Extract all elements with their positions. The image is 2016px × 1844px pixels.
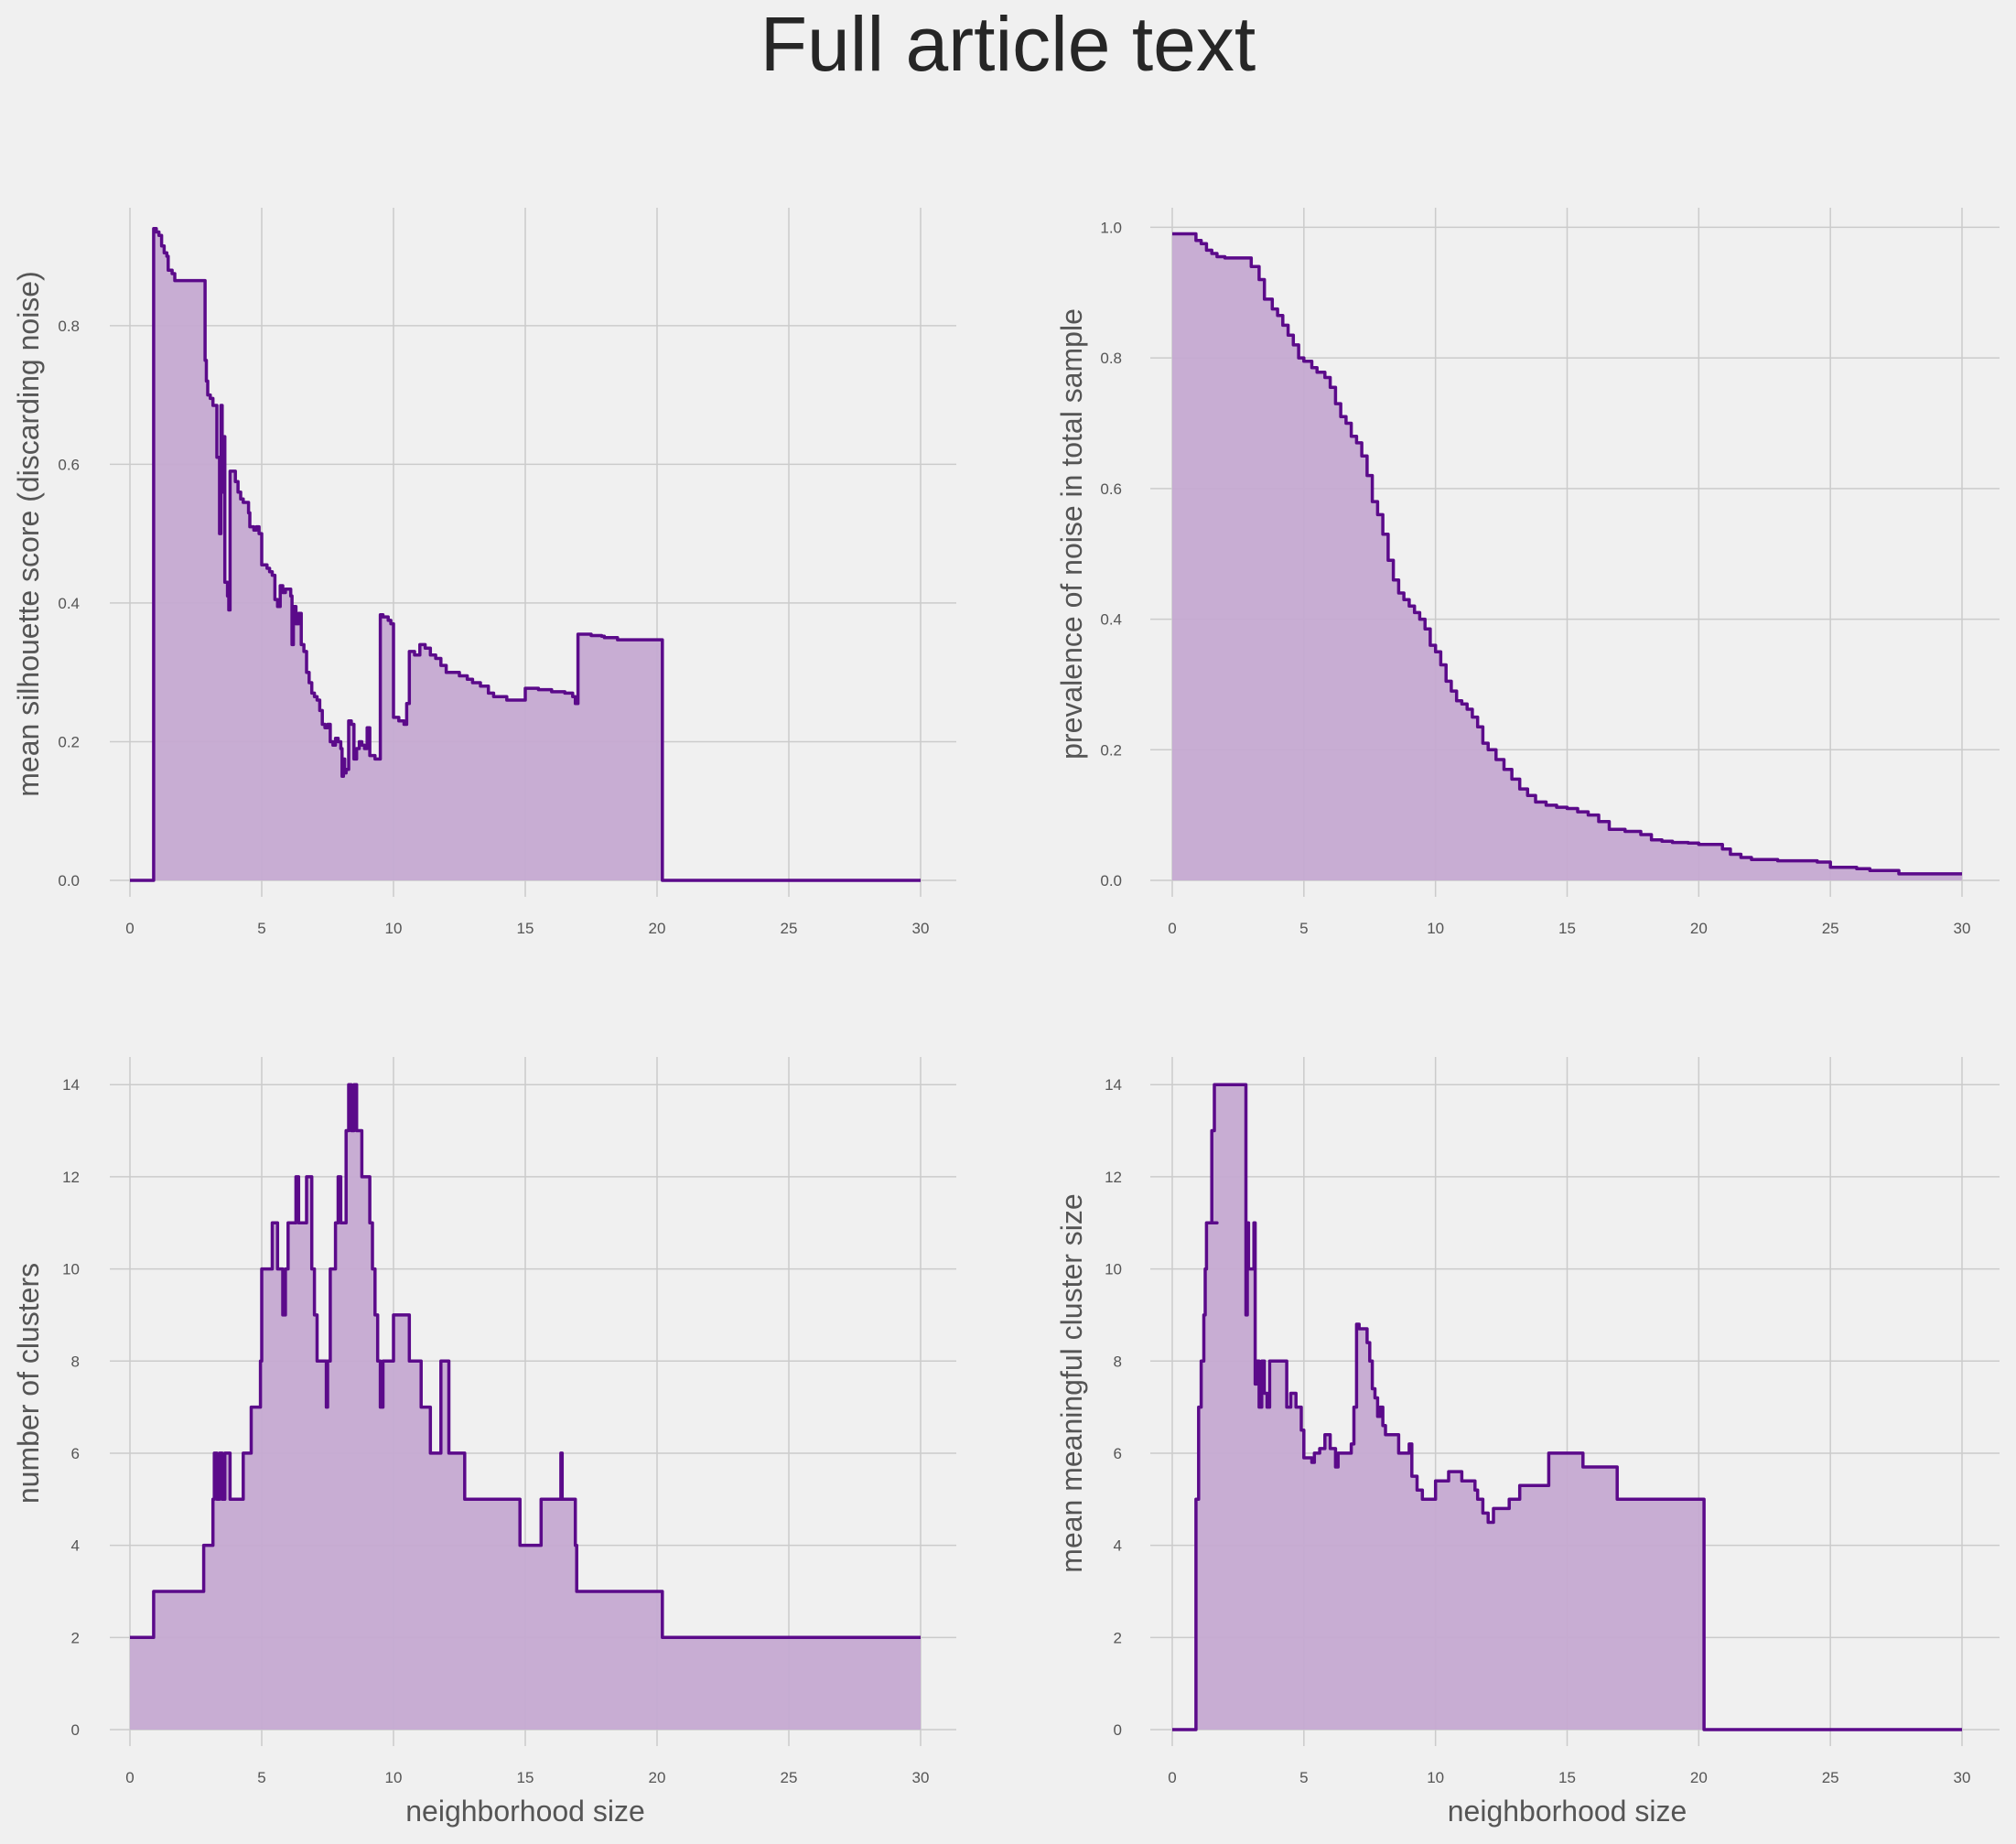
x-tick-label: 15 bbox=[517, 920, 534, 937]
y-tick-label: 12 bbox=[1105, 1169, 1122, 1186]
y-tick-label: 4 bbox=[1114, 1537, 1122, 1555]
series-area-fill bbox=[1172, 233, 1962, 880]
y-tick-label: 6 bbox=[1114, 1445, 1122, 1462]
x-tick-label: 5 bbox=[257, 1769, 265, 1786]
y-tick-label: 0.8 bbox=[58, 318, 80, 335]
x-tick-label: 0 bbox=[125, 1769, 134, 1786]
x-tick-label: 25 bbox=[1822, 1769, 1839, 1786]
y-tick-label: 0.0 bbox=[1100, 872, 1122, 890]
y-tick-label: 6 bbox=[71, 1445, 80, 1462]
y-tick-label: 2 bbox=[1114, 1629, 1122, 1646]
x-tick-label: 25 bbox=[781, 920, 798, 937]
y-tick-label: 14 bbox=[62, 1076, 80, 1094]
x-axis-label: neighborhood size bbox=[405, 1795, 645, 1828]
x-tick-label: 5 bbox=[1299, 1769, 1308, 1786]
y-tick-label: 0 bbox=[71, 1721, 80, 1739]
y-axis-label: number of clusters bbox=[12, 1263, 45, 1504]
y-tick-label: 10 bbox=[62, 1261, 80, 1278]
figure-title: Full article text bbox=[760, 1, 1256, 87]
x-tick-label: 20 bbox=[649, 920, 666, 937]
x-tick-label: 20 bbox=[1690, 1769, 1708, 1786]
y-tick-label: 0.6 bbox=[1100, 480, 1122, 498]
subplot-2: 0 5 10 15 20 25 30 0.0 0.2 0.4 0.6 0.8 1.0 prevalence… bbox=[1055, 208, 2000, 937]
series-line bbox=[1172, 1083, 1962, 1731]
y-tick-label: 0 bbox=[1114, 1721, 1122, 1739]
y-tick-label: 0.4 bbox=[58, 595, 80, 612]
x-tick-label: 25 bbox=[781, 1769, 798, 1786]
y-tick-label: 8 bbox=[71, 1353, 80, 1370]
series-line bbox=[1172, 232, 1962, 876]
x-tick-label: 10 bbox=[1427, 1769, 1444, 1786]
x-tick-label: 0 bbox=[125, 920, 134, 937]
x-tick-label: 25 bbox=[1822, 920, 1839, 937]
x-tick-label: 0 bbox=[1168, 920, 1176, 937]
y-axis-label: mean silhouette score (discarding noise) bbox=[12, 271, 45, 797]
y-tick-label: 0.8 bbox=[1100, 350, 1122, 367]
y-tick-label: 0.2 bbox=[58, 733, 80, 750]
subplot-4: 0 5 10 15 20 25 30 0 2 4 6 8 10 12 14 mean meaningful c… bbox=[1055, 1057, 2000, 1828]
x-tick-label: 10 bbox=[385, 1769, 403, 1786]
x-tick-label: 10 bbox=[1427, 920, 1444, 937]
x-tick-label: 20 bbox=[649, 1769, 666, 1786]
x-tick-label: 20 bbox=[1690, 920, 1708, 937]
y-tick-label: 10 bbox=[1105, 1261, 1122, 1278]
y-tick-label: 0.4 bbox=[1100, 611, 1122, 629]
y-tick-label: 8 bbox=[1114, 1353, 1122, 1370]
x-tick-label: 10 bbox=[385, 920, 403, 937]
x-axis-label: neighborhood size bbox=[1448, 1795, 1687, 1828]
subplot-3: 0 5 10 15 20 25 30 0 2 4 6 8 10 12 14 number of cluster… bbox=[12, 1057, 956, 1828]
x-tick-label: 15 bbox=[1558, 1769, 1576, 1786]
series-line bbox=[130, 226, 921, 882]
x-tick-label: 30 bbox=[912, 920, 930, 937]
x-tick-label: 5 bbox=[1299, 920, 1308, 937]
x-tick-label: 5 bbox=[257, 920, 265, 937]
y-tick-label: 0.0 bbox=[58, 872, 80, 890]
x-tick-label: 15 bbox=[517, 1769, 534, 1786]
y-axis-label: mean meaningful cluster size bbox=[1055, 1193, 1088, 1572]
x-tick-label: 30 bbox=[1954, 920, 1971, 937]
x-tick-label: 30 bbox=[912, 1769, 930, 1786]
y-axis-label: prevalence of noise in total sample bbox=[1055, 308, 1088, 760]
x-tick-label: 0 bbox=[1168, 1769, 1176, 1786]
y-tick-label: 4 bbox=[71, 1537, 80, 1555]
y-tick-label: 1.0 bbox=[1100, 219, 1122, 236]
y-tick-label: 0.2 bbox=[1100, 741, 1122, 759]
series-area-fill bbox=[130, 1084, 921, 1730]
y-tick-label: 0.6 bbox=[58, 456, 80, 473]
series-area-fill bbox=[1172, 1084, 1962, 1730]
y-tick-label: 14 bbox=[1105, 1076, 1122, 1094]
x-tick-label: 15 bbox=[1558, 920, 1576, 937]
y-tick-label: 12 bbox=[62, 1169, 80, 1186]
subplot-1: 0 5 10 15 20 25 30 0.0 0.2 0.4 0.6 0.8 mean silhouet… bbox=[12, 208, 956, 937]
x-tick-label: 30 bbox=[1954, 1769, 1971, 1786]
y-tick-label: 2 bbox=[71, 1629, 80, 1646]
series-line bbox=[130, 1083, 921, 1640]
series-area-fill bbox=[130, 228, 921, 880]
